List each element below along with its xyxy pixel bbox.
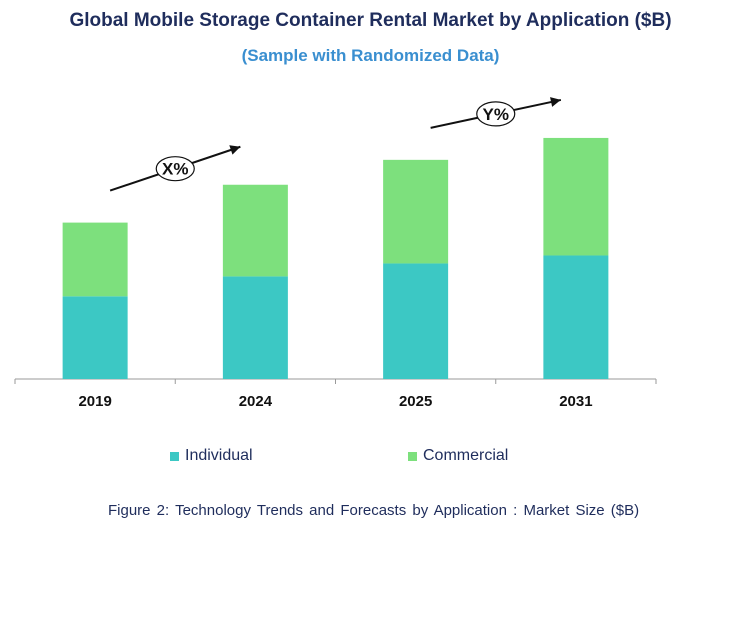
legend-item-individual: Individual: [170, 446, 253, 466]
legend-swatch-individual: [170, 451, 179, 461]
growth-arrowhead-1: [229, 145, 241, 155]
growth-label-bubble-1: [155, 156, 195, 182]
chart-title: Global Mobile Storage Container Rental M…: [69, 10, 672, 31]
bar-commercial-2019: [62, 222, 128, 297]
chart-subtitle: (Sample with Randomized Data): [241, 46, 500, 65]
bar-individual-2025: [383, 263, 449, 379]
x-tick-label-2025: 2025: [399, 393, 432, 410]
legend-label-individual: Individual: [185, 447, 253, 464]
x-tick-label-2019: 2019: [78, 393, 111, 410]
legend-swatch-commercial: [408, 451, 417, 461]
x-tick-label-2024: 2024: [239, 393, 273, 410]
bar-individual-2031: [543, 255, 609, 379]
bar-commercial-2031: [543, 137, 609, 256]
x-tick-label-2031: 2031: [559, 393, 592, 410]
growth-label-1: X%: [162, 160, 188, 179]
legend-label-commercial: Commercial: [423, 447, 509, 464]
growth-label-bubble-2: [476, 101, 516, 127]
growth-arrowhead-2: [550, 97, 561, 107]
bar-commercial-2025: [383, 159, 449, 264]
legend-item-commercial: Commercial: [408, 446, 508, 466]
bar-commercial-2024: [222, 184, 288, 277]
growth-label-2: Y%: [483, 105, 509, 124]
figure-caption: Figure 2: Technology Trends and Forecast…: [108, 502, 640, 519]
bar-individual-2019: [62, 296, 128, 379]
bar-individual-2024: [222, 276, 288, 379]
